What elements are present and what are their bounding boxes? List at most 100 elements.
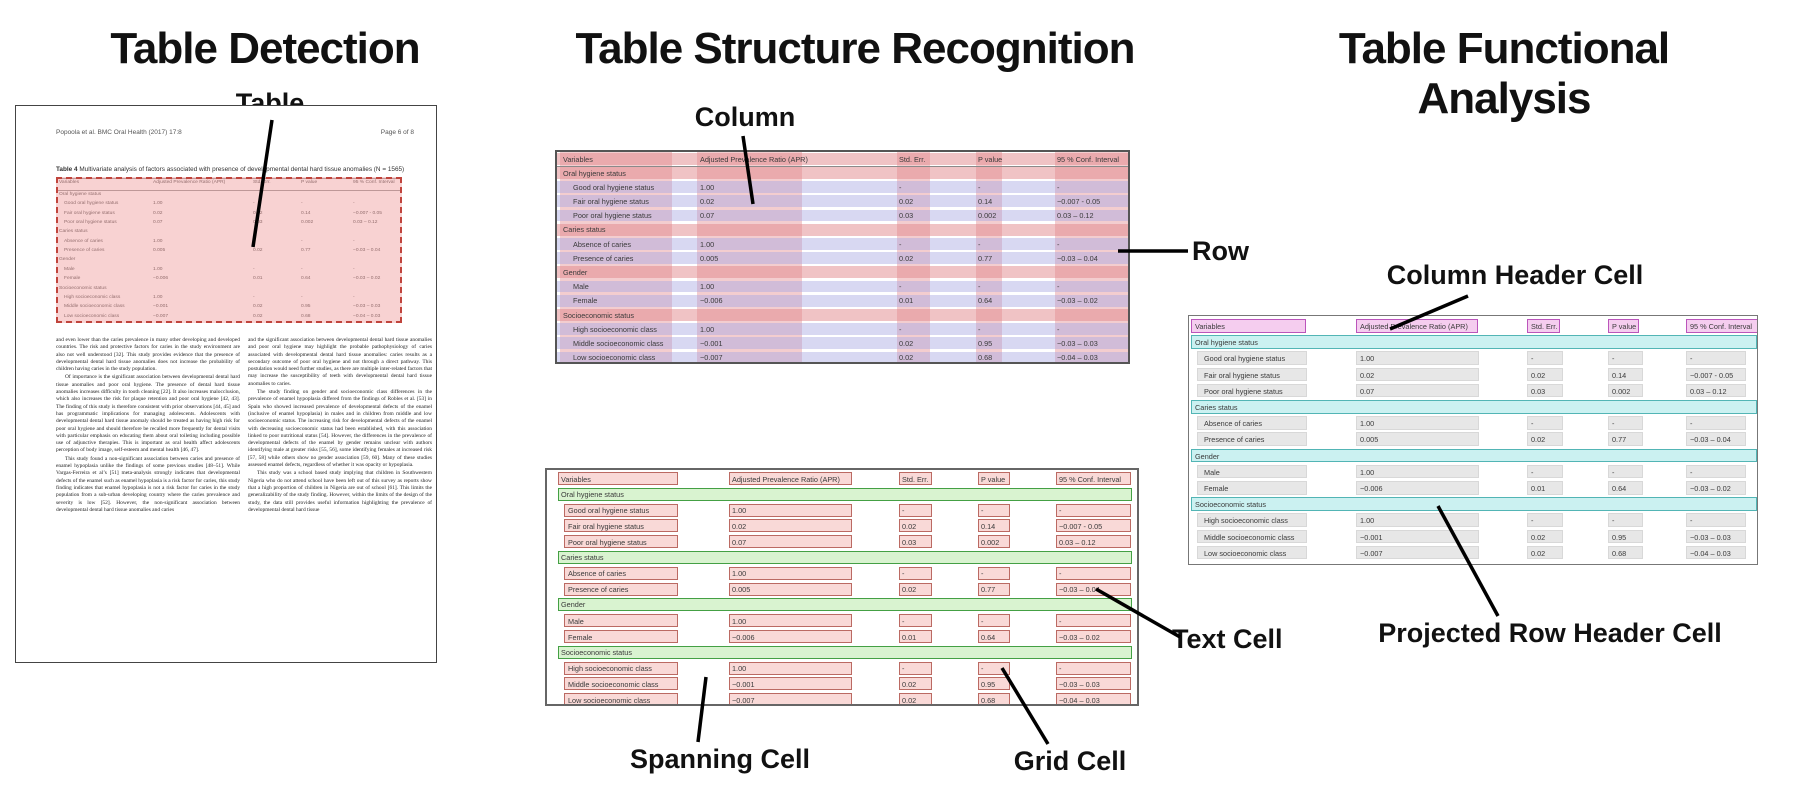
data-cell: Good oral hygiene status (1197, 351, 1307, 365)
header-text: 95 % Conf. Interval (1690, 322, 1753, 331)
struct-data-cell: 0.14 (978, 196, 993, 206)
projected-row-header-cell: Caries status (1191, 400, 1757, 414)
text-cell: 0.01 (902, 632, 917, 642)
projected-row-header-cell: Socioeconomic status (1191, 497, 1757, 511)
text-cell: Absence of caries (568, 569, 627, 579)
data-cell: - (1527, 513, 1563, 527)
text-cell: Low socioeconomic class (568, 695, 651, 705)
cell-text: 1.00 (1360, 354, 1375, 364)
column-band (897, 152, 930, 362)
data-cell: 0.68 (1608, 545, 1643, 560)
label-grid-cell: Grid Cell (1013, 746, 1127, 776)
data-cell: - (1686, 416, 1746, 430)
struct-data-cell: - (899, 182, 902, 192)
column-header-cell: Variables (1191, 319, 1306, 333)
grid-cell: - (1056, 503, 1131, 517)
struct-section-cell: Oral hygiene status (563, 168, 626, 178)
grid-cell: 0.68 (978, 693, 1010, 704)
struct-section-cell: Caries status (563, 225, 606, 235)
text-cell: - (981, 506, 984, 516)
text-cell: −0.006 (732, 632, 755, 642)
data-cell: Poor oral hygiene status (1197, 383, 1307, 398)
text-cell: 0.77 (981, 585, 996, 595)
grid-cell: Variables (558, 472, 678, 485)
grid-cell: - (978, 614, 1010, 628)
text-cell: −0.007 - 0.05 (1059, 521, 1103, 531)
section-row-band (557, 167, 1128, 179)
header-text: Adjusted Prevalence Ratio (APR) (1360, 322, 1468, 331)
text-cell: Gender (561, 600, 586, 610)
struct-data-cell: - (978, 282, 981, 292)
panel-title-detection: Table Detection (110, 24, 420, 73)
text-cell: - (981, 616, 984, 626)
grid-cell: 1.00 (729, 566, 852, 580)
cell-text: 0.14 (1612, 370, 1627, 380)
grid-cell: −0.04 – 0.03 (1056, 693, 1131, 704)
struct-data-cell: 0.07 (700, 211, 715, 221)
struct-data-cell: −0.001 (700, 338, 723, 348)
header-text: Std. Err. (1531, 322, 1558, 331)
data-row-band (557, 280, 1128, 293)
grid-cell: 0.07 (729, 535, 852, 549)
struct-row-label-cell: Middle socioeconomic class (573, 338, 664, 348)
struct-data-cell: 1.00 (700, 239, 715, 249)
cell-text: Female (1204, 484, 1229, 493)
text-cell: 1.00 (732, 506, 747, 516)
grid-cell: P value (978, 472, 1010, 485)
data-row-band (557, 351, 1128, 362)
data-cell: 0.02 (1527, 432, 1563, 446)
column-header-cell: Std. Err. (1527, 319, 1560, 333)
cell-text: 1.00 (1360, 516, 1375, 526)
table-detection-overlay (56, 177, 402, 323)
data-cell: - (1686, 464, 1746, 479)
data-cell: High socioeconomic class (1197, 513, 1307, 527)
data-cell: −0.04 – 0.03 (1686, 545, 1746, 560)
struct-header-cell: Variables (563, 155, 593, 164)
text-cell: Caries status (561, 553, 604, 562)
struct-data-cell: 0.68 (978, 353, 993, 363)
struct-row-label-cell: Absence of caries (573, 239, 632, 249)
cell-text: - (1531, 467, 1534, 477)
data-cell: - (1527, 416, 1563, 430)
struct-data-cell: - (899, 282, 902, 292)
cell-text: - (1612, 354, 1615, 364)
struct-row-label-cell: Female (573, 296, 598, 306)
struct-section-cell: Socioeconomic status (563, 310, 634, 320)
struct-data-cell: 0.02 (700, 196, 715, 206)
header-text: Socioeconomic status (1195, 500, 1266, 510)
text-cell: Presence of caries (568, 585, 629, 595)
struct-row-label-cell: Good oral hygiene status (573, 182, 655, 192)
grid-cell: - (1056, 614, 1131, 628)
cell-text: −0.03 – 0.03 (1690, 532, 1731, 542)
column-band (976, 152, 1002, 362)
cell-text: - (1612, 467, 1615, 477)
struct-data-cell: 1.00 (700, 182, 715, 192)
grid-cell: - (978, 566, 1010, 580)
data-cell: Low socioeconomic class (1197, 545, 1307, 560)
struct-data-cell: −0.007 (700, 353, 723, 363)
struct-header-cell: Std. Err. (899, 155, 926, 164)
text-cell: Good oral hygiene status (568, 506, 650, 516)
struct-header-cell: 95 % Conf. Interval (1057, 155, 1120, 164)
data-cell: −0.007 - 0.05 (1686, 367, 1746, 382)
struct-data-cell: 0.02 (899, 353, 914, 363)
text-cell: −0.007 (732, 695, 755, 705)
document-page-number: Page 6 of 8 (380, 129, 414, 136)
grid-cell: - (899, 566, 932, 580)
cell-text: - (1531, 354, 1534, 364)
cell-text: 0.02 (1360, 370, 1375, 380)
grid-cell: 1.00 (729, 661, 852, 675)
header-text: P value (1612, 322, 1637, 331)
cell-text: −0.006 (1360, 484, 1383, 493)
grid-cell: High socioeconomic class (564, 661, 678, 675)
text-cell: Variables (561, 474, 591, 484)
cell-text: - (1531, 516, 1534, 526)
data-row-band (557, 252, 1128, 264)
grid-cell: - (978, 661, 1010, 675)
struct-row-label-cell: Fair oral hygiene status (573, 196, 649, 206)
text-cell: P value (981, 474, 1006, 484)
struct-data-cell: 0.002 (978, 211, 997, 221)
text-cell: 0.03 – 0.12 (1059, 537, 1096, 547)
text-cell: - (902, 616, 905, 626)
cell-text: 0.03 (1531, 386, 1546, 396)
